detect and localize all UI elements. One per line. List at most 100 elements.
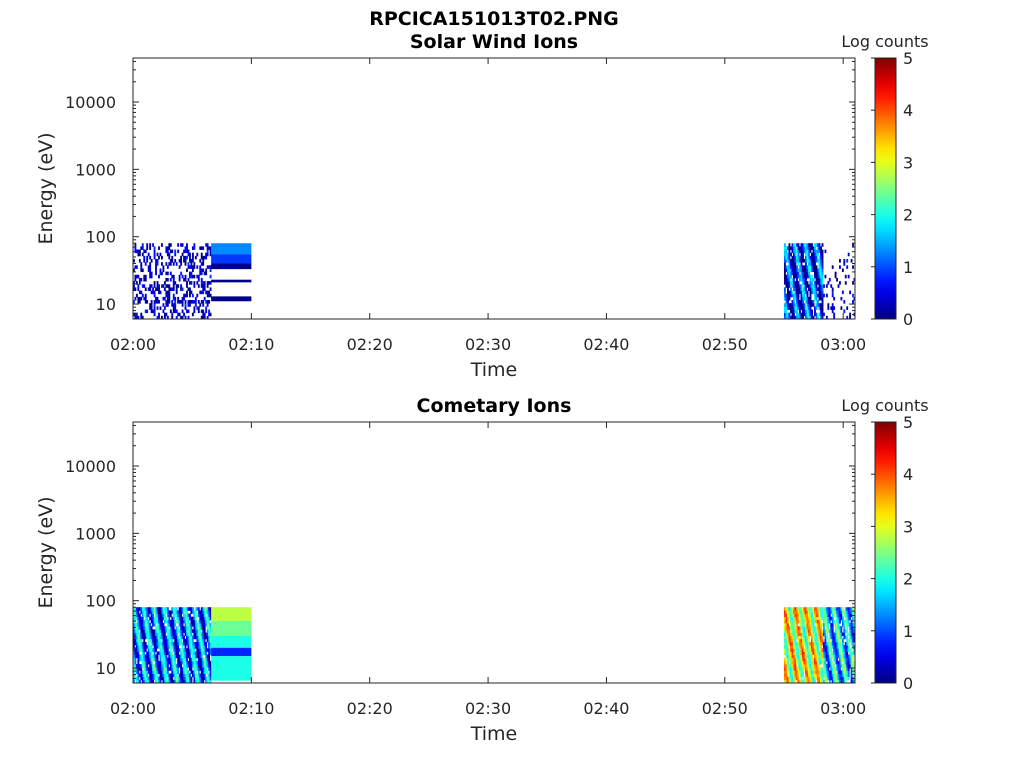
heatmap-cell [818, 657, 821, 662]
heatmap-cell [809, 249, 812, 254]
heatmap-cell [146, 626, 149, 630]
heatmap-cell [791, 632, 794, 637]
heatmap-cell [166, 673, 169, 678]
heatmap-cell [850, 679, 853, 684]
heatmap-cell [163, 667, 166, 671]
heatmap-cell [852, 654, 854, 659]
x-tick-label: 02:50 [702, 699, 748, 718]
heatmap-cell [138, 667, 141, 671]
heatmap-cell [844, 676, 847, 681]
heatmap-cell [135, 629, 138, 633]
heatmap-cell [788, 610, 791, 614]
heatmap-cell [823, 657, 825, 662]
heatmap-cell [149, 287, 152, 291]
heatmap-cell [203, 619, 206, 624]
heatmap-cell [841, 619, 844, 624]
heatmap-cell [809, 303, 812, 307]
heatmap-cell [189, 252, 191, 257]
heatmap-cell [836, 619, 838, 624]
heatmap-cell [137, 660, 140, 665]
heatmap-cell [174, 259, 177, 263]
heatmap-cell [161, 629, 163, 633]
heatmap-cell [805, 641, 807, 646]
heatmap-cell [788, 679, 791, 684]
heatmap-cell [184, 255, 187, 260]
heatmap-cell [853, 629, 856, 633]
heatmap-cell [172, 632, 175, 637]
heatmap-cell [193, 641, 196, 646]
heatmap-cell [850, 645, 853, 649]
heatmap-cell [823, 632, 825, 637]
heatmap-cell [202, 312, 205, 317]
heatmap-cell [202, 607, 205, 611]
heatmap-cell [794, 667, 797, 671]
heatmap-cell [786, 626, 789, 630]
heatmap-cell [134, 638, 137, 643]
x-tick-label: 02:40 [583, 335, 629, 354]
heatmap-cell [183, 676, 185, 681]
heatmap-cell [792, 309, 795, 314]
heatmap-cell [800, 274, 803, 279]
heatmap-cell [794, 619, 797, 624]
heatmap-cell [174, 309, 177, 314]
heatmap-cell [181, 252, 184, 257]
heatmap-cell [797, 667, 800, 671]
heatmap-cell [818, 306, 821, 310]
heatmap-cell [183, 660, 185, 665]
heatmap-cell [783, 268, 786, 273]
heatmap-cell [811, 262, 813, 266]
heatmap-cell [199, 657, 202, 662]
heatmap-cell [852, 293, 854, 298]
heatmap-cell [169, 651, 172, 655]
heatmap-cell [181, 315, 184, 320]
heatmap-cell [800, 645, 803, 649]
heatmap-cell [805, 255, 807, 260]
heatmap-cell [812, 303, 815, 307]
heatmap-cell [792, 265, 795, 269]
heatmap-cell [197, 676, 200, 681]
heatmap-cell [152, 654, 155, 659]
heatmap-cell [817, 607, 819, 611]
heatmap-cell [187, 277, 190, 282]
heatmap-cell [152, 673, 155, 678]
heatmap-cell [791, 303, 794, 307]
heatmap-cell [193, 679, 196, 684]
heatmap-cell [805, 312, 807, 317]
heatmap-cell [806, 249, 809, 254]
heatmap-cell [827, 306, 830, 310]
heatmap-cell [180, 262, 183, 266]
heatmap-cell [844, 629, 847, 633]
heatmap-cell [836, 676, 838, 681]
heatmap-cell [147, 676, 150, 681]
heatmap-cell [133, 632, 135, 637]
heatmap-cell [806, 274, 809, 279]
heatmap-cell [138, 281, 141, 285]
heatmap-cell [789, 626, 792, 630]
heatmap-cell [852, 670, 854, 674]
heatmap-cell [206, 632, 209, 637]
heatmap-cell [797, 284, 800, 288]
heatmap-cell [166, 315, 169, 320]
heatmap-cell [806, 309, 809, 314]
heatmap-cell [785, 309, 788, 314]
heatmap-band [211, 635, 252, 648]
heatmap-cell [187, 635, 190, 640]
heatmap-cell [800, 635, 803, 640]
heatmap-cell [796, 667, 798, 671]
heatmap-cell [159, 667, 162, 671]
heatmap-cell [206, 616, 209, 621]
heatmap-cell [203, 651, 206, 655]
heatmap-cell [141, 616, 144, 621]
heatmap-cell [837, 654, 840, 659]
heatmap-cell [808, 252, 810, 257]
heatmap-cell [161, 619, 163, 624]
heatmap-cell [783, 638, 786, 643]
heatmap-cell [196, 265, 199, 269]
heatmap-cell [156, 641, 159, 646]
heatmap-cell [800, 268, 803, 273]
heatmap-cell [141, 660, 144, 665]
heatmap-cell [156, 635, 159, 640]
heatmap-cell [144, 648, 147, 652]
heatmap-cell [202, 670, 205, 674]
heatmap-cell [200, 607, 203, 611]
